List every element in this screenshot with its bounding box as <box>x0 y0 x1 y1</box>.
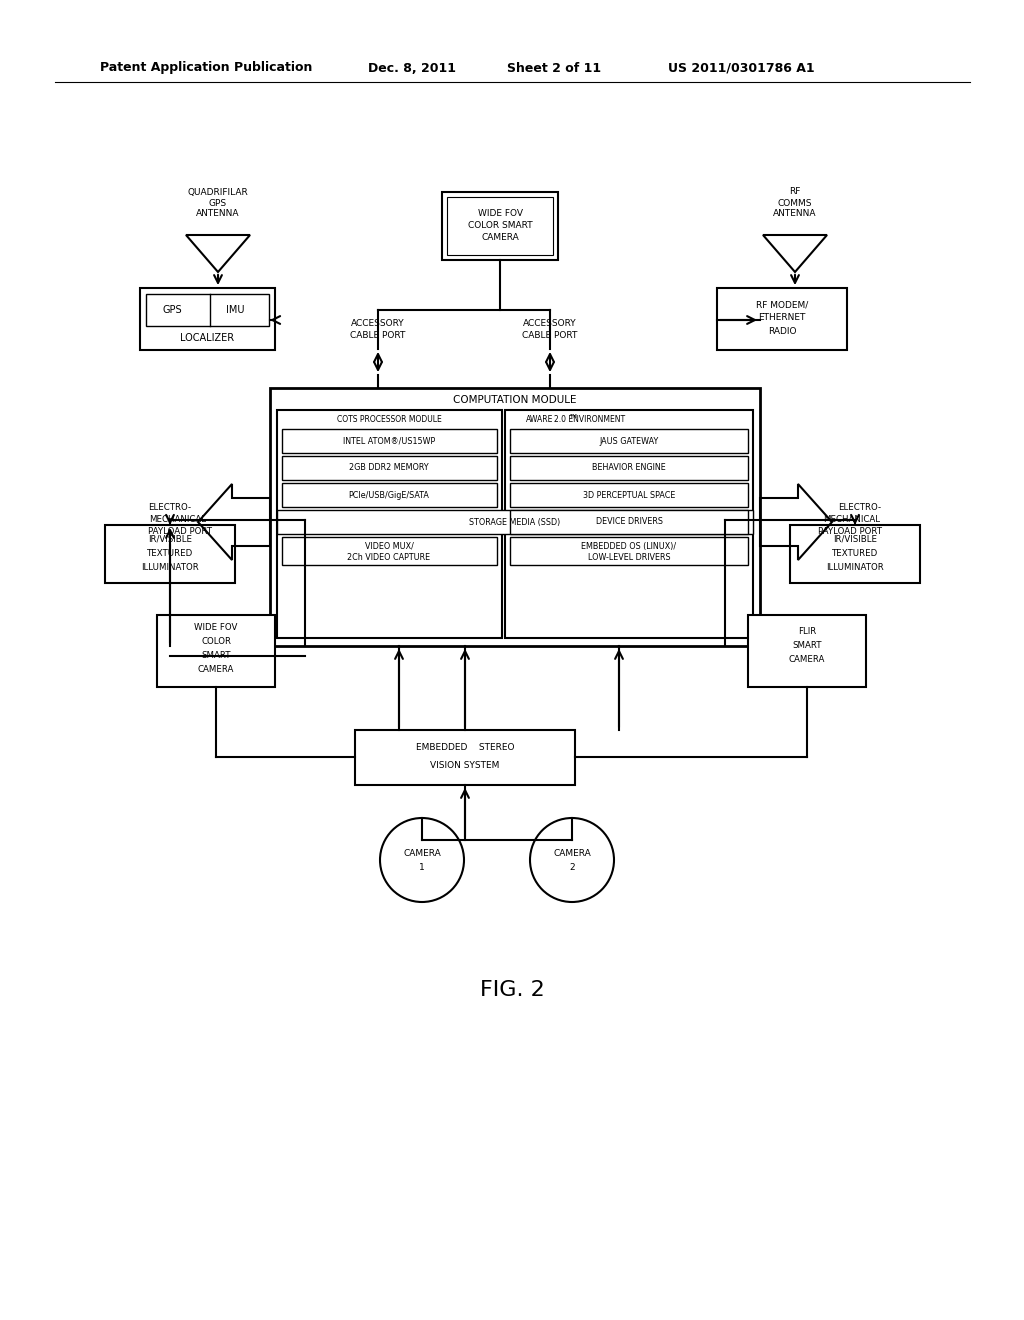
Text: MECHANICAL: MECHANICAL <box>150 515 207 524</box>
Text: CAMERA: CAMERA <box>481 232 519 242</box>
Bar <box>505 411 753 638</box>
Bar <box>717 288 847 350</box>
Text: ILLUMINATOR: ILLUMINATOR <box>141 562 199 572</box>
Text: 1: 1 <box>419 863 425 873</box>
Bar <box>157 615 275 686</box>
Text: RF: RF <box>790 187 801 197</box>
Bar <box>278 411 502 638</box>
Text: ACCESSORY: ACCESSORY <box>351 318 404 327</box>
Text: WIDE FOV: WIDE FOV <box>195 623 238 632</box>
Text: Patent Application Publication: Patent Application Publication <box>100 62 312 74</box>
Bar <box>146 294 269 326</box>
Text: EMBEDDED    STEREO: EMBEDDED STEREO <box>416 743 514 752</box>
Bar <box>510 483 748 507</box>
Text: QUADRIFILAR: QUADRIFILAR <box>187 187 249 197</box>
Text: IR/VISIBLE: IR/VISIBLE <box>148 535 193 544</box>
Bar <box>510 429 748 453</box>
Text: 3D PERCEPTUAL SPACE: 3D PERCEPTUAL SPACE <box>583 491 675 499</box>
Text: COMPUTATION MODULE: COMPUTATION MODULE <box>454 395 577 405</box>
Bar <box>510 510 748 535</box>
Text: GPS: GPS <box>209 198 227 207</box>
Text: VIDEO MUX/: VIDEO MUX/ <box>365 541 414 550</box>
Text: CAMERA: CAMERA <box>553 849 591 858</box>
Text: TEXTURED: TEXTURED <box>146 549 194 557</box>
Text: WIDE FOV: WIDE FOV <box>477 209 522 218</box>
Text: CABLE PORT: CABLE PORT <box>350 330 406 339</box>
Text: ETHERNET: ETHERNET <box>759 314 806 322</box>
Bar <box>270 388 760 645</box>
Bar <box>442 191 558 260</box>
Text: COLOR SMART: COLOR SMART <box>468 220 532 230</box>
Text: BEHAVIOR ENGINE: BEHAVIOR ENGINE <box>592 463 666 473</box>
Text: IR/VISIBLE: IR/VISIBLE <box>833 535 877 544</box>
Bar <box>278 510 753 535</box>
Bar <box>748 615 866 686</box>
Text: SMART: SMART <box>202 652 230 660</box>
Bar <box>282 429 497 453</box>
Text: TM: TM <box>569 413 577 418</box>
Text: 2Ch VIDEO CAPTURE: 2Ch VIDEO CAPTURE <box>347 553 430 561</box>
Text: VISION SYSTEM: VISION SYSTEM <box>430 760 500 770</box>
Text: LOCALIZER: LOCALIZER <box>180 333 234 343</box>
Text: STORAGE MEDIA (SSD): STORAGE MEDIA (SSD) <box>469 517 560 527</box>
Text: FIG. 2: FIG. 2 <box>479 979 545 1001</box>
Text: LOW-LEVEL DRIVERS: LOW-LEVEL DRIVERS <box>588 553 671 561</box>
Text: Dec. 8, 2011: Dec. 8, 2011 <box>368 62 456 74</box>
Text: ILLUMINATOR: ILLUMINATOR <box>826 562 884 572</box>
Bar <box>282 483 497 507</box>
Text: ELECTRO-: ELECTRO- <box>148 503 191 511</box>
Text: 2GB DDR2 MEMORY: 2GB DDR2 MEMORY <box>349 463 429 473</box>
Text: PCIe/USB/GigE/SATA: PCIe/USB/GigE/SATA <box>348 491 429 499</box>
Bar <box>282 537 497 565</box>
Text: AWARE: AWARE <box>526 414 554 424</box>
Text: SMART: SMART <box>793 640 821 649</box>
Text: PAYLOAD PORT: PAYLOAD PORT <box>818 527 882 536</box>
Text: INTEL ATOM®/US15WP: INTEL ATOM®/US15WP <box>343 437 435 446</box>
Text: Sheet 2 of 11: Sheet 2 of 11 <box>507 62 601 74</box>
Text: RF MODEM/: RF MODEM/ <box>756 301 808 309</box>
Text: EMBEDDED OS (LINUX)/: EMBEDDED OS (LINUX)/ <box>582 541 677 550</box>
Bar <box>140 288 275 350</box>
Text: 2.0 ENVIRONMENT: 2.0 ENVIRONMENT <box>554 414 626 424</box>
Bar <box>510 455 748 480</box>
Text: TEXTURED: TEXTURED <box>831 549 879 557</box>
Bar <box>355 730 575 785</box>
Text: CAMERA: CAMERA <box>198 665 234 675</box>
Text: GPS: GPS <box>162 305 182 315</box>
Text: CABLE PORT: CABLE PORT <box>522 330 578 339</box>
Bar <box>790 525 920 583</box>
Text: JAUS GATEWAY: JAUS GATEWAY <box>599 437 658 446</box>
Bar <box>447 197 553 255</box>
Text: CAMERA: CAMERA <box>403 849 441 858</box>
Text: IMU: IMU <box>225 305 245 315</box>
Text: PAYLOAD PORT: PAYLOAD PORT <box>148 527 212 536</box>
Bar <box>105 525 234 583</box>
Text: 2: 2 <box>569 863 574 873</box>
Text: COLOR: COLOR <box>201 638 231 647</box>
Text: DEVICE DRIVERS: DEVICE DRIVERS <box>596 517 663 527</box>
Text: CAMERA: CAMERA <box>788 655 825 664</box>
Text: ELECTRO-: ELECTRO- <box>839 503 882 511</box>
Text: US 2011/0301786 A1: US 2011/0301786 A1 <box>668 62 815 74</box>
Text: COTS PROCESSOR MODULE: COTS PROCESSOR MODULE <box>337 414 441 424</box>
Bar <box>282 455 497 480</box>
Text: FLIR: FLIR <box>798 627 816 635</box>
Text: RADIO: RADIO <box>768 327 797 337</box>
Text: COMMS: COMMS <box>778 198 812 207</box>
Text: ANTENNA: ANTENNA <box>197 210 240 219</box>
Text: MECHANICAL: MECHANICAL <box>823 515 881 524</box>
Text: ACCESSORY: ACCESSORY <box>523 318 577 327</box>
Bar <box>510 537 748 565</box>
Text: ANTENNA: ANTENNA <box>773 210 817 219</box>
